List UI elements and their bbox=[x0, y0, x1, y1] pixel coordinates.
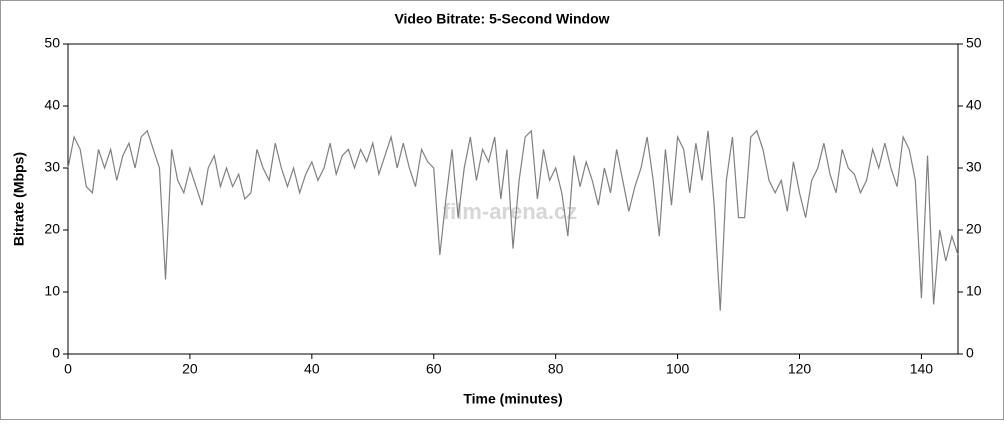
y-tick-label: 0 bbox=[52, 345, 60, 361]
y-axis-label: Bitrate (Mbps) bbox=[11, 152, 27, 246]
x-tick-label: 0 bbox=[64, 361, 72, 377]
y2-tick-label: 20 bbox=[966, 221, 982, 237]
y2-tick-label: 30 bbox=[966, 159, 982, 175]
y2-tick-label: 50 bbox=[966, 35, 982, 51]
y-tick-label: 50 bbox=[44, 35, 60, 51]
x-tick-label: 40 bbox=[304, 361, 320, 377]
x-tick-label: 80 bbox=[548, 361, 564, 377]
y2-tick-label: 10 bbox=[966, 283, 982, 299]
y-tick-label: 30 bbox=[44, 159, 60, 175]
y2-tick-label: 0 bbox=[966, 345, 974, 361]
x-tick-label: 140 bbox=[910, 361, 934, 377]
chart-title: Video Bitrate: 5-Second Window bbox=[394, 11, 609, 27]
plot-area bbox=[67, 43, 959, 355]
y-tick-label: 10 bbox=[44, 283, 60, 299]
y-tick-label: 40 bbox=[44, 97, 60, 113]
x-tick-label: 60 bbox=[426, 361, 442, 377]
line-series bbox=[67, 129, 959, 311]
x-tick-label: 20 bbox=[182, 361, 198, 377]
y2-tick-label: 40 bbox=[966, 97, 982, 113]
y-tick-label: 20 bbox=[44, 221, 60, 237]
x-tick-label: 120 bbox=[788, 361, 812, 377]
x-axis-label: Time (minutes) bbox=[463, 391, 562, 407]
x-tick-label: 100 bbox=[666, 361, 690, 377]
